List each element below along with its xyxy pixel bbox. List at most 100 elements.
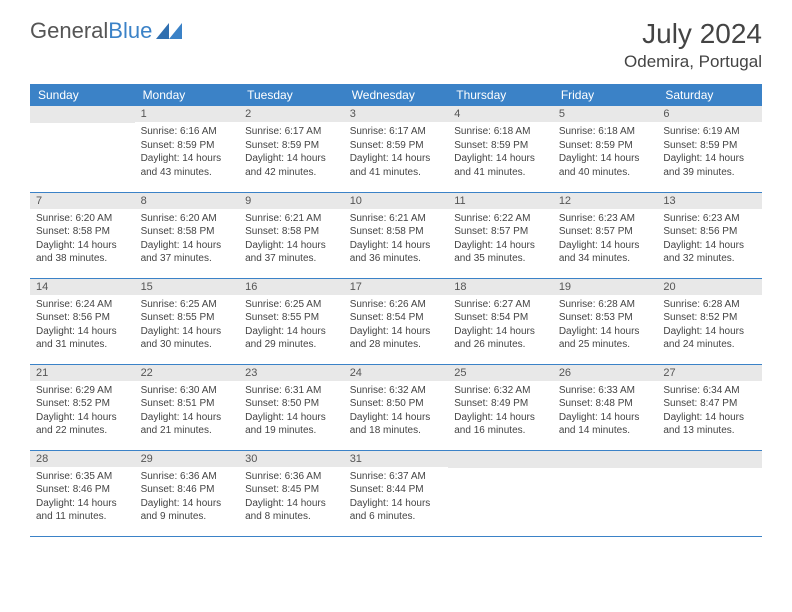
day-content-line: and 42 minutes. [245, 166, 338, 180]
day-content-line: Sunset: 8:50 PM [350, 397, 443, 411]
day-content: Sunrise: 6:27 AMSunset: 8:54 PMDaylight:… [448, 295, 553, 356]
day-content-line: Sunrise: 6:27 AM [454, 298, 547, 312]
weekday-header: Wednesday [344, 84, 449, 106]
day-cell: 17Sunrise: 6:26 AMSunset: 8:54 PMDayligh… [344, 278, 449, 364]
day-content-line: Sunrise: 6:34 AM [663, 384, 756, 398]
day-content-line: Daylight: 14 hours [350, 411, 443, 425]
day-content: Sunrise: 6:28 AMSunset: 8:53 PMDaylight:… [553, 295, 658, 356]
day-content: Sunrise: 6:35 AMSunset: 8:46 PMDaylight:… [30, 467, 135, 528]
day-content-line: and 38 minutes. [36, 252, 129, 266]
day-content-line: Sunrise: 6:21 AM [245, 212, 338, 226]
day-content-line: Daylight: 14 hours [36, 497, 129, 511]
day-content-line: and 22 minutes. [36, 424, 129, 438]
day-cell: 6Sunrise: 6:19 AMSunset: 8:59 PMDaylight… [657, 106, 762, 192]
empty-day-number [448, 451, 553, 468]
day-cell: 2Sunrise: 6:17 AMSunset: 8:59 PMDaylight… [239, 106, 344, 192]
day-cell [657, 450, 762, 536]
day-content-line: Sunset: 8:54 PM [454, 311, 547, 325]
day-content-line: Sunrise: 6:18 AM [454, 125, 547, 139]
day-cell: 20Sunrise: 6:28 AMSunset: 8:52 PMDayligh… [657, 278, 762, 364]
day-content-line: Sunrise: 6:17 AM [245, 125, 338, 139]
empty-day-number [553, 451, 658, 468]
day-content-line: Sunset: 8:54 PM [350, 311, 443, 325]
day-content-line: and 37 minutes. [141, 252, 234, 266]
day-content-line: Daylight: 14 hours [454, 325, 547, 339]
logo-icon [156, 23, 182, 39]
day-content-line: and 8 minutes. [245, 510, 338, 524]
day-content-line: Sunrise: 6:25 AM [141, 298, 234, 312]
day-content-line: Sunset: 8:56 PM [36, 311, 129, 325]
day-number: 28 [30, 451, 135, 467]
day-content-line: and 13 minutes. [663, 424, 756, 438]
day-content-line: Sunrise: 6:26 AM [350, 298, 443, 312]
day-content-line: and 36 minutes. [350, 252, 443, 266]
day-content-line: Daylight: 14 hours [141, 239, 234, 253]
day-content-line: Sunset: 8:56 PM [663, 225, 756, 239]
day-content-line: Daylight: 14 hours [559, 152, 652, 166]
day-content: Sunrise: 6:18 AMSunset: 8:59 PMDaylight:… [448, 122, 553, 183]
day-content: Sunrise: 6:20 AMSunset: 8:58 PMDaylight:… [135, 209, 240, 270]
day-content-line: Sunset: 8:46 PM [36, 483, 129, 497]
day-content: Sunrise: 6:34 AMSunset: 8:47 PMDaylight:… [657, 381, 762, 442]
day-cell: 28Sunrise: 6:35 AMSunset: 8:46 PMDayligh… [30, 450, 135, 536]
day-content-line: Sunrise: 6:20 AM [36, 212, 129, 226]
day-number: 22 [135, 365, 240, 381]
day-content-line: Daylight: 14 hours [245, 152, 338, 166]
day-cell: 9Sunrise: 6:21 AMSunset: 8:58 PMDaylight… [239, 192, 344, 278]
day-content-line: Sunset: 8:48 PM [559, 397, 652, 411]
day-content-line: Daylight: 14 hours [350, 497, 443, 511]
day-content-line: Sunset: 8:59 PM [350, 139, 443, 153]
day-content-line: Daylight: 14 hours [663, 411, 756, 425]
day-cell [448, 450, 553, 536]
day-content-line: and 37 minutes. [245, 252, 338, 266]
day-content-line: Sunset: 8:55 PM [141, 311, 234, 325]
weekday-header: Monday [135, 84, 240, 106]
day-content-line: and 14 minutes. [559, 424, 652, 438]
day-content: Sunrise: 6:29 AMSunset: 8:52 PMDaylight:… [30, 381, 135, 442]
day-content-line: Daylight: 14 hours [350, 239, 443, 253]
day-content-line: Daylight: 14 hours [454, 411, 547, 425]
day-content-line: Sunset: 8:57 PM [559, 225, 652, 239]
day-number: 23 [239, 365, 344, 381]
day-content-line: Daylight: 14 hours [141, 411, 234, 425]
day-content-line: Sunrise: 6:36 AM [141, 470, 234, 484]
day-content: Sunrise: 6:33 AMSunset: 8:48 PMDaylight:… [553, 381, 658, 442]
day-content-line: and 26 minutes. [454, 338, 547, 352]
day-number: 11 [448, 193, 553, 209]
day-content-line: Daylight: 14 hours [559, 325, 652, 339]
day-content-line: and 41 minutes. [350, 166, 443, 180]
calendar-page: GeneralBlue July 2024 Odemira, Portugal … [0, 0, 792, 555]
day-content-line: Sunrise: 6:17 AM [350, 125, 443, 139]
week-row: 28Sunrise: 6:35 AMSunset: 8:46 PMDayligh… [30, 450, 762, 536]
day-number: 20 [657, 279, 762, 295]
day-content: Sunrise: 6:26 AMSunset: 8:54 PMDaylight:… [344, 295, 449, 356]
day-content-line: Daylight: 14 hours [141, 497, 234, 511]
day-content: Sunrise: 6:17 AMSunset: 8:59 PMDaylight:… [344, 122, 449, 183]
week-row: 14Sunrise: 6:24 AMSunset: 8:56 PMDayligh… [30, 278, 762, 364]
day-cell: 10Sunrise: 6:21 AMSunset: 8:58 PMDayligh… [344, 192, 449, 278]
day-content-line: Sunrise: 6:16 AM [141, 125, 234, 139]
day-content-line: Sunset: 8:46 PM [141, 483, 234, 497]
weekday-header: Sunday [30, 84, 135, 106]
weekday-header-row: SundayMondayTuesdayWednesdayThursdayFrid… [30, 84, 762, 106]
day-cell: 7Sunrise: 6:20 AMSunset: 8:58 PMDaylight… [30, 192, 135, 278]
day-cell: 1Sunrise: 6:16 AMSunset: 8:59 PMDaylight… [135, 106, 240, 192]
day-content: Sunrise: 6:37 AMSunset: 8:44 PMDaylight:… [344, 467, 449, 528]
day-number: 2 [239, 106, 344, 122]
empty-day-number [30, 106, 135, 123]
day-content-line: and 29 minutes. [245, 338, 338, 352]
day-content-line: and 40 minutes. [559, 166, 652, 180]
day-content-line: Sunset: 8:55 PM [245, 311, 338, 325]
day-cell: 4Sunrise: 6:18 AMSunset: 8:59 PMDaylight… [448, 106, 553, 192]
day-content-line: Sunrise: 6:32 AM [454, 384, 547, 398]
day-content: Sunrise: 6:21 AMSunset: 8:58 PMDaylight:… [344, 209, 449, 270]
day-content-line: and 6 minutes. [350, 510, 443, 524]
calendar-table: SundayMondayTuesdayWednesdayThursdayFrid… [30, 84, 762, 537]
day-content-line: Daylight: 14 hours [663, 239, 756, 253]
day-number: 24 [344, 365, 449, 381]
month-title: July 2024 [624, 18, 762, 50]
day-content-line: and 11 minutes. [36, 510, 129, 524]
day-content: Sunrise: 6:25 AMSunset: 8:55 PMDaylight:… [135, 295, 240, 356]
day-content: Sunrise: 6:17 AMSunset: 8:59 PMDaylight:… [239, 122, 344, 183]
day-content-line: Sunset: 8:50 PM [245, 397, 338, 411]
